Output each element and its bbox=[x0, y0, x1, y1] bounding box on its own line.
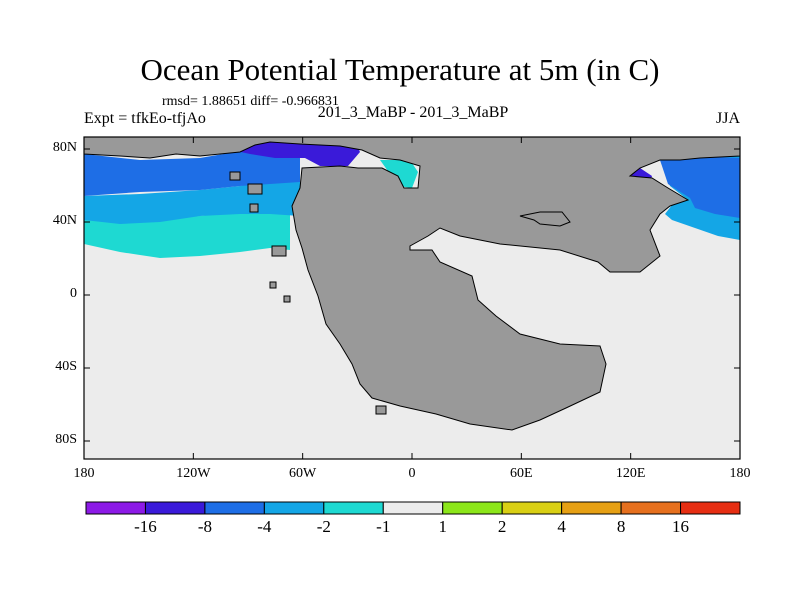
lat-tick-label: 80S bbox=[55, 432, 77, 447]
small-island bbox=[229, 171, 241, 181]
stats-label: rmsd= 1.88651 diff= -0.966831 bbox=[162, 94, 339, 109]
colorbar-swatch bbox=[501, 501, 563, 515]
axis-ticks bbox=[83, 137, 741, 459]
colorbar-swatch bbox=[323, 501, 384, 515]
colorbar-label: -16 bbox=[134, 517, 157, 536]
center-label: 201_3_MaBP - 201_3_MaBP bbox=[317, 104, 509, 121]
dark-blue-band bbox=[232, 141, 360, 166]
colorbar-label: -8 bbox=[197, 517, 212, 536]
northern-continent bbox=[83, 136, 741, 431]
season-label: JJA bbox=[715, 110, 740, 127]
colorbar-label: 2 bbox=[497, 517, 507, 536]
small-island bbox=[283, 295, 291, 303]
small-island bbox=[375, 405, 387, 415]
lat-tick-label: 40S bbox=[55, 359, 77, 374]
colorbar-swatch bbox=[204, 501, 265, 515]
colorbar-label: -4 bbox=[257, 517, 272, 536]
lon-tick-label: 180 bbox=[73, 466, 95, 481]
lon-tick-label: 120W bbox=[176, 466, 211, 481]
colorbar-swatch bbox=[680, 501, 741, 515]
lon-tick-label: 60W bbox=[289, 466, 317, 481]
colorbar-swatch bbox=[382, 501, 444, 515]
colorbar-label: 16 bbox=[672, 517, 690, 536]
bay-cyan bbox=[380, 160, 418, 188]
lat-tick-label: 0 bbox=[70, 286, 77, 301]
lon-tick-label: 0 bbox=[408, 466, 416, 481]
lat-tick-label: 80N bbox=[52, 140, 77, 155]
colorbar-swatch bbox=[620, 501, 682, 515]
cyan-band bbox=[84, 202, 290, 258]
east-blue-band bbox=[660, 156, 740, 218]
colorbar-swatch bbox=[561, 501, 622, 515]
lon-tick-label: 60E bbox=[510, 466, 533, 481]
colorbar-label: -2 bbox=[316, 517, 331, 536]
small-island bbox=[271, 245, 287, 257]
small-island bbox=[269, 281, 277, 289]
light-blue-band bbox=[84, 176, 300, 224]
lat-tick-label: 40N bbox=[52, 213, 77, 228]
eastern-landmass bbox=[519, 211, 571, 227]
lon-tick-label: 120E bbox=[615, 466, 646, 481]
small-island bbox=[249, 203, 259, 213]
map-panel bbox=[83, 136, 741, 460]
blue-band bbox=[84, 150, 300, 196]
experiment-label: Expt = tfkEo-tfjAo bbox=[84, 110, 206, 127]
plot-title: Ocean Potential Temperature at 5m (in C) bbox=[140, 52, 660, 87]
lon-tick-label: 180 bbox=[729, 466, 751, 481]
colorbar-label: 8 bbox=[616, 517, 626, 536]
colorbar bbox=[85, 501, 741, 515]
colorbar-label: 4 bbox=[557, 517, 566, 536]
colorbar-swatch bbox=[263, 501, 325, 515]
colorbar-swatch bbox=[442, 501, 503, 515]
colorbar-swatch bbox=[85, 501, 146, 515]
small-island bbox=[247, 183, 263, 195]
colorbar-label: 1 bbox=[438, 517, 447, 536]
colorbar-swatch bbox=[144, 501, 206, 515]
colorbar-label: -1 bbox=[376, 517, 391, 536]
